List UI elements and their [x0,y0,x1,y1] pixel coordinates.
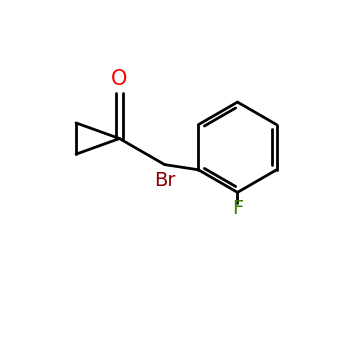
Text: O: O [111,69,128,89]
Text: Br: Br [154,171,175,190]
Text: F: F [232,198,243,218]
